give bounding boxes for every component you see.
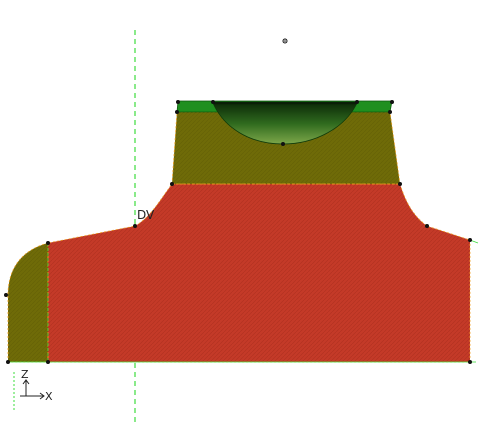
- vertex[interactable]: [133, 224, 137, 228]
- vertex[interactable]: [46, 360, 50, 364]
- vertex[interactable]: [468, 238, 472, 242]
- vertex[interactable]: [388, 110, 392, 114]
- vertex[interactable]: [170, 182, 174, 186]
- datum-label: DV: [137, 208, 155, 222]
- vertex[interactable]: [425, 224, 429, 228]
- triad-z-label: Z: [21, 368, 29, 381]
- vertex[interactable]: [398, 182, 402, 186]
- vertex[interactable]: [4, 293, 8, 297]
- vertex[interactable]: [390, 100, 394, 104]
- axis-triad-icon: [13, 372, 45, 410]
- reference-point-icon[interactable]: [282, 38, 288, 44]
- main-red-region[interactable]: [47, 183, 471, 363]
- vertex[interactable]: [281, 142, 285, 146]
- vertex[interactable]: [211, 100, 215, 104]
- left-olive-region[interactable]: [7, 242, 49, 363]
- vertex-group: [4, 100, 472, 364]
- vertex[interactable]: [6, 360, 10, 364]
- vertex[interactable]: [468, 360, 472, 364]
- vertex[interactable]: [176, 100, 180, 104]
- vertex[interactable]: [355, 100, 359, 104]
- vertex[interactable]: [46, 241, 50, 245]
- triad-x-label: X: [45, 390, 53, 403]
- vertex[interactable]: [175, 110, 179, 114]
